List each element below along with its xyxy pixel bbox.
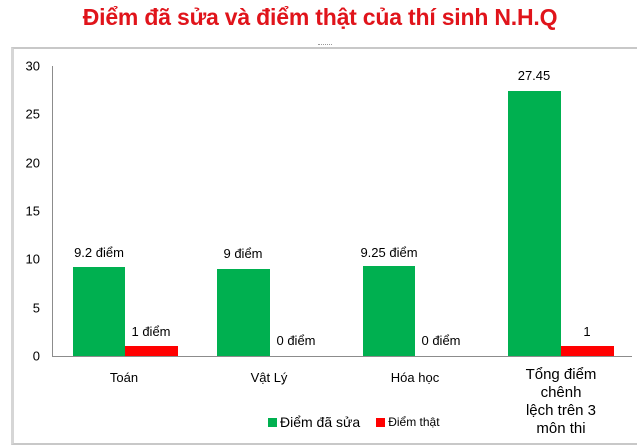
resize-grip[interactable] [318,44,332,47]
category-tong-line1: Tổng điểm chênh [525,366,597,401]
label-toan-edited: 9.2 điểm [74,245,124,260]
category-vatly: Vật Lý [250,370,288,385]
red-swatch-icon [376,417,386,427]
y-tick-30: 30 [25,58,40,74]
bar-tong-real [561,346,614,356]
y-tick-15: 15 [25,203,40,219]
legend-item-real: Điểm thật [376,415,440,429]
label-hoahoc-edited: 9.25 điểm [360,245,418,260]
y-tick-25: 25 [25,106,40,122]
bar-toan-edited [73,267,125,356]
y-tick-10: 10 [25,251,40,267]
legend: Điểm đã sửa Điểm thật [268,414,450,430]
y-tick-5: 5 [32,300,40,316]
label-vatly-real: 0 điểm [276,333,316,348]
bar-hoahoc-edited [363,266,415,356]
label-vatly-edited: 9 điểm [223,246,263,261]
green-swatch-icon [268,417,277,427]
category-toan: Toán [109,370,139,385]
label-toan-real: 1 điểm [131,324,171,339]
label-tong-edited: 27.45 [517,68,551,83]
bar-tong-edited [508,91,561,356]
category-tong: Tổng điểm chênh lệch trên 3 môn thi [522,366,601,438]
legend-label-real: Điểm thật [388,415,440,429]
y-axis [52,66,53,356]
category-hoahoc: Hóa học [390,370,440,385]
chart-title: Điểm đã sửa và điểm thật của thí sinh N.… [82,4,558,30]
bar-vatly-edited [217,269,270,356]
x-axis [52,356,632,357]
label-tong-real: 1 [583,324,591,339]
y-tick-20: 20 [25,155,40,171]
legend-label-edited: Điểm đã sửa [280,414,361,430]
label-hoahoc-real: 0 điểm [421,333,461,348]
y-tick-0: 0 [32,348,40,364]
bar-toan-real [125,346,178,356]
legend-item-edited: Điểm đã sửa [268,414,360,430]
category-tong-line2: lệch trên 3 môn thi [525,402,597,437]
